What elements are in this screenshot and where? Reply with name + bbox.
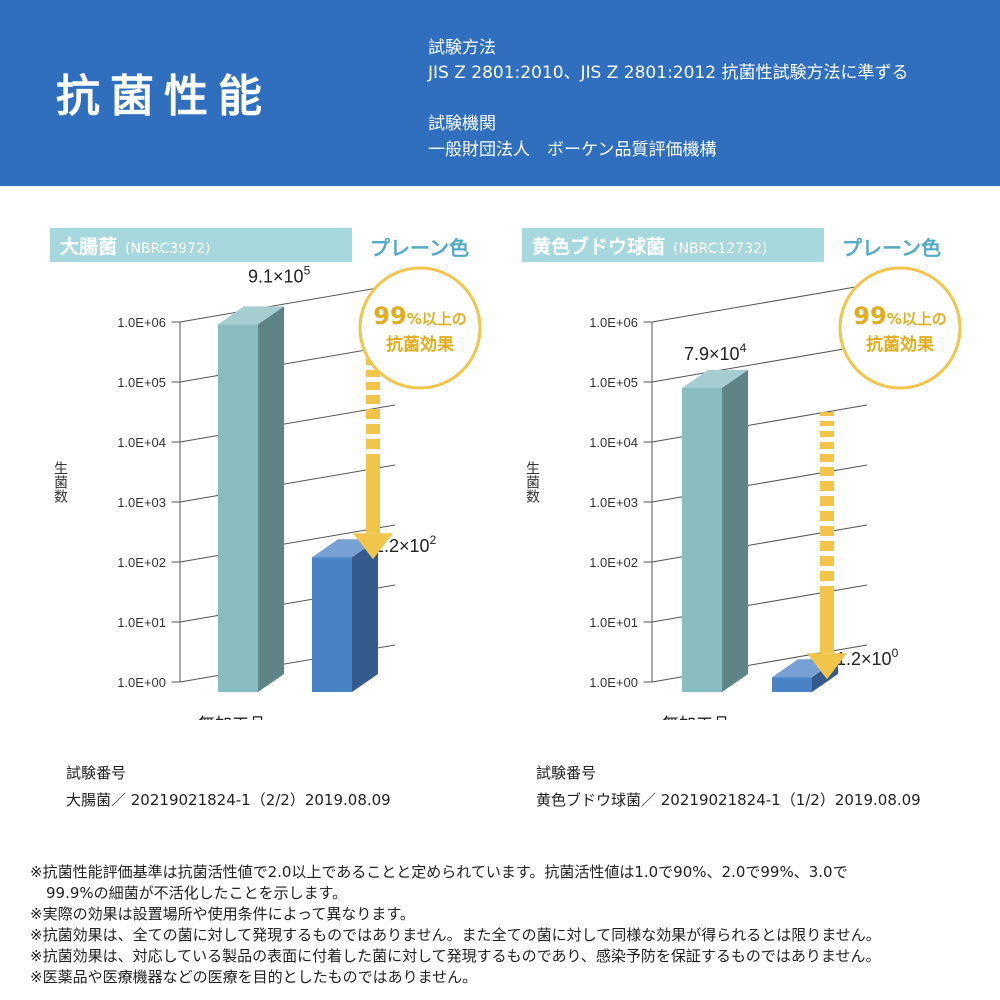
method-label: 試験方法 <box>428 38 496 58</box>
badge-circle <box>838 266 962 390</box>
header-banner: 抗菌性能 試験方法 JIS Z 2801:2010、JIS Z 2801:201… <box>0 0 1000 186</box>
test-info-staph: 試験番号 黄色ブドウ球菌／ 20219021824-1（1/2）2019.08.… <box>536 760 921 814</box>
page-title: 抗菌性能 <box>56 71 272 122</box>
y-axis-label: 生菌数 <box>52 461 68 503</box>
badge-line-2: 抗菌効果 <box>866 334 934 355</box>
panel-label-text: 大腸菌 (NBRC3972) <box>60 236 211 258</box>
arrow-segment <box>366 424 380 434</box>
badge-circle <box>358 266 482 390</box>
y-axis-label: 生菌数 <box>524 461 540 503</box>
arrow-segment <box>820 454 834 462</box>
arrow-segment <box>820 412 834 416</box>
arrow-segment <box>366 439 380 449</box>
arrow-segment <box>820 556 834 566</box>
y-tick-label: 1.0E+04 <box>117 435 166 450</box>
bar-untreated-top <box>218 306 284 325</box>
y-tick-label: 1.0E+06 <box>117 315 166 330</box>
arrow-segment <box>366 382 380 390</box>
arrow-segment <box>820 541 834 551</box>
plain-color-label: プレーン色 <box>842 236 941 260</box>
gridline <box>179 524 396 563</box>
bar-treated-side <box>352 539 378 692</box>
arrow-segment <box>820 421 834 426</box>
y-tick-label: 1.0E+03 <box>589 495 638 510</box>
y-tick-label: 1.0E+05 <box>117 375 166 390</box>
y-tick-label: 1.0E+02 <box>589 555 638 570</box>
bar-untreated-side <box>722 370 748 692</box>
arrow-head <box>807 653 847 680</box>
badge-line-2: 抗菌効果 <box>386 334 454 355</box>
arrow-segment <box>820 526 834 536</box>
chart-staph: 1.0E+00 1.0E+01 1.0E+02 1.0E+03 1.0E+04 1.0E+… <box>502 260 982 720</box>
footnote: ※医薬品や医療機器などの医療を目的としたものではありません。 <box>30 968 478 986</box>
gridline <box>179 464 396 503</box>
gridline <box>179 404 396 443</box>
gridline <box>179 284 396 323</box>
badge-line-1: 99%以上の <box>373 302 466 330</box>
y-tick-label: 1.0E+04 <box>589 435 638 450</box>
arrow-head <box>353 533 393 560</box>
y-tick-label: 1.0E+01 <box>589 615 638 630</box>
footnotes: ※抗菌性能評価基準は抗菌活性値で2.0以上であることと定められています。抗菌活性… <box>30 862 881 988</box>
arrow-segment <box>366 409 380 419</box>
footnote: 99.9%の細菌が不活化したことを示します。 <box>46 884 348 902</box>
arrow-segment <box>820 571 834 581</box>
arrow-shaft <box>820 586 834 654</box>
arrow-segment <box>820 442 834 449</box>
y-tick-label: 1.0E+00 <box>117 675 166 690</box>
y-tick-label: 1.0E+02 <box>117 555 166 570</box>
arrow-shaft <box>366 454 380 534</box>
footnote: ※抗菌効果は、全ての菌に対して発現するものではありません。また全ての菌に対して同… <box>30 926 881 944</box>
y-tick-label: 1.0E+05 <box>589 375 638 390</box>
category-label: 無加工品 <box>662 715 730 720</box>
bar-untreated <box>682 388 722 692</box>
arrow-segment <box>820 481 834 491</box>
arrow-segment <box>366 370 380 377</box>
category-label: 無加工品 <box>198 715 266 720</box>
chart-svg: 1.0E+00 1.0E+01 1.0E+02 1.0E+03 1.0E+04 1.0E+… <box>52 263 482 720</box>
arrow-segment <box>366 395 380 404</box>
gridline <box>179 344 396 383</box>
data-label-treated: 1.2×100 <box>836 646 899 669</box>
y-tick-label: 1.0E+03 <box>117 495 166 510</box>
test-label: 試験番号 <box>536 764 597 782</box>
badge-line-1: 99%以上の <box>853 302 946 330</box>
panel-label-text: 黄色ブドウ球菌 (NBRC12732) <box>532 236 768 258</box>
test-label: 試験番号 <box>66 764 127 782</box>
arrow-segment <box>820 431 834 437</box>
y-tick-label: 1.0E+01 <box>117 615 166 630</box>
y-tick-label: 1.0E+06 <box>589 315 638 330</box>
org-label: 試験機関 <box>428 114 496 134</box>
footnote: ※抗菌性能評価基準は抗菌活性値で2.0以上であることと定められています。抗菌活性… <box>30 863 848 881</box>
chart-ecoli: 1.0E+00 1.0E+01 1.0E+02 1.0E+03 1.0E+04 1.0E+… <box>30 260 510 720</box>
test-value: 黄色ブドウ球菌／ 20219021824-1（1/2）2019.08.09 <box>536 791 921 809</box>
data-label-untreated: 9.1×105 <box>248 263 311 286</box>
bar-untreated-side <box>258 306 284 692</box>
footnote: ※抗菌効果は、対応している製品の表面に付着した菌に対して発現するものであり、感染… <box>30 947 881 965</box>
method-value: JIS Z 2801:2010、JIS Z 2801:2012 抗菌性試験方法に… <box>428 63 909 83</box>
bar-untreated-top <box>682 370 748 388</box>
panel-label-staph: 黄色ブドウ球菌 (NBRC12732) <box>522 228 824 262</box>
bar-treated <box>772 677 812 692</box>
arrow-segment <box>820 467 834 476</box>
arrow-segment <box>820 511 834 521</box>
test-info-ecoli: 試験番号 大腸菌／ 20219021824-1（2/2）2019.08.09 <box>66 760 391 814</box>
gridline <box>651 284 868 323</box>
bar-treated <box>312 557 352 692</box>
footnote: ※実際の効果は設置場所や使用条件によって異なります。 <box>30 905 415 923</box>
org-value: 一般財団法人 ボーケン品質評価機構 <box>428 140 717 160</box>
chart-svg: 1.0E+00 1.0E+01 1.0E+02 1.0E+03 1.0E+04 1.0E+… <box>524 266 962 720</box>
plain-color-label: プレーン色 <box>370 236 469 260</box>
data-label-treated: 1.2×102 <box>374 533 437 556</box>
test-value: 大腸菌／ 20219021824-1（2/2）2019.08.09 <box>66 791 391 809</box>
arrow-segment <box>820 496 834 506</box>
gridline <box>651 344 868 383</box>
y-tick-label: 1.0E+00 <box>589 675 638 690</box>
bar-untreated <box>218 324 258 692</box>
panel-label-ecoli: 大腸菌 (NBRC3972) <box>50 228 352 262</box>
data-label-untreated: 7.9×104 <box>684 341 747 364</box>
